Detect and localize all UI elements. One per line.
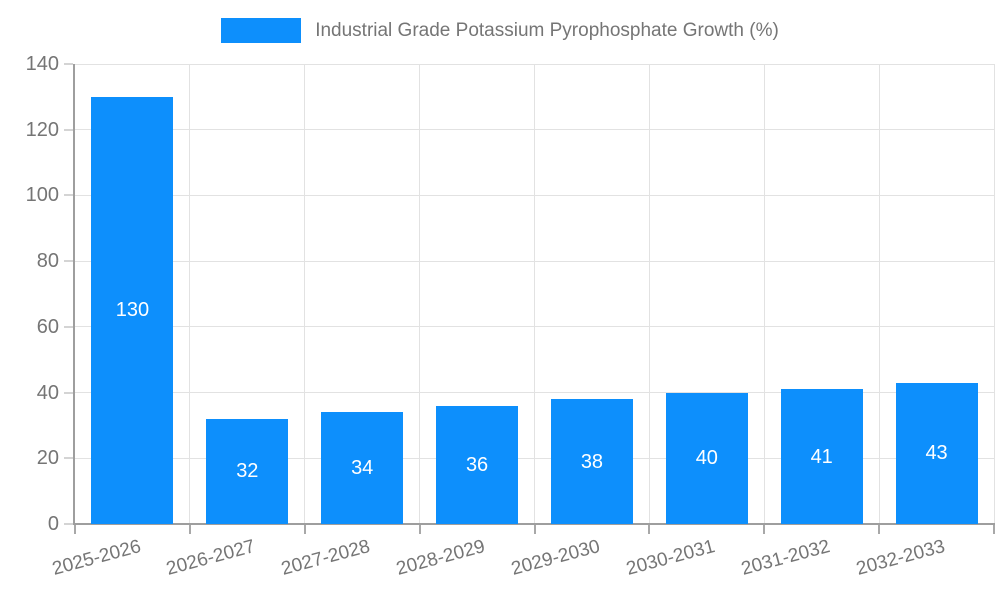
x-axis-line [73, 523, 995, 525]
x-tick-label: 2030-2031 [624, 536, 718, 580]
bar-value-label: 34 [351, 457, 374, 480]
y-tick-label: 0 [47, 513, 59, 535]
x-axis-tick [188, 525, 191, 534]
y-axis-tick [64, 128, 73, 131]
v-gridline [189, 64, 191, 524]
x-tick-label: 2026-2027 [164, 536, 258, 580]
bar-value-label: 38 [580, 450, 604, 473]
x-tick-label: 2032-2033 [853, 536, 947, 580]
bar-value-label: 43 [925, 442, 948, 465]
y-tick-label: 100 [25, 184, 59, 207]
legend-label: Industrial Grade Potassium Pyrophosphate… [315, 19, 779, 41]
x-tick-label: 2025-2026 [49, 536, 143, 580]
bar [895, 382, 978, 524]
v-gridline [304, 64, 306, 524]
bar [206, 418, 289, 524]
y-tick-label: 140 [25, 53, 59, 75]
y-axis-tick [64, 325, 73, 328]
v-gridline [763, 64, 765, 524]
v-gridline [419, 64, 421, 524]
bar [665, 392, 748, 524]
v-gridline [534, 64, 535, 524]
v-gridline [648, 64, 650, 524]
plot-area: 0 20 40 60 80 100 120 140 2025-2026 2026-2027 2027… [26, 53, 995, 580]
v-gridline [878, 64, 880, 524]
bar-value-label: 41 [810, 445, 833, 468]
y-tick-label: 120 [25, 118, 59, 141]
y-axis-tick [64, 194, 73, 197]
bar [321, 412, 404, 524]
bar-value-label: 130 [115, 299, 150, 322]
bar [91, 96, 174, 524]
bar [550, 399, 633, 524]
y-axis-tick [64, 63, 73, 65]
legend-item[interactable]: Industrial Grade Potassium Pyrophosphate… [0, 18, 1000, 43]
y-tick-label: 80 [36, 250, 59, 273]
v-gridline [993, 64, 995, 524]
y-axis-tick [64, 391, 73, 394]
bar-value-label: 32 [236, 460, 259, 483]
x-axis-tick [763, 525, 766, 534]
x-axis-tick [993, 525, 995, 534]
x-axis-tick [533, 525, 536, 534]
bar [436, 405, 519, 524]
y-axis-line [73, 64, 75, 525]
x-axis-tick [648, 525, 651, 534]
x-tick-label: 2031-2032 [738, 536, 833, 580]
y-tick-label: 20 [36, 447, 59, 470]
y-axis-tick [64, 457, 73, 460]
x-tick-label: 2027-2028 [279, 536, 373, 580]
bar-value-label: 36 [465, 453, 489, 476]
x-tick-label: 2028-2029 [394, 536, 488, 580]
x-axis-tick [74, 525, 76, 534]
x-axis-tick [303, 525, 306, 534]
y-axis-tick [64, 260, 73, 263]
bar [780, 389, 863, 524]
bar-value-label: 40 [695, 447, 718, 470]
x-tick-label: 2029-2030 [509, 536, 603, 580]
legend-swatch [221, 18, 302, 43]
y-tick-label: 60 [36, 315, 59, 338]
x-axis-tick [878, 525, 881, 534]
y-axis-tick [64, 523, 73, 525]
y-tick-label: 40 [36, 381, 59, 404]
x-axis-tick [418, 525, 421, 534]
